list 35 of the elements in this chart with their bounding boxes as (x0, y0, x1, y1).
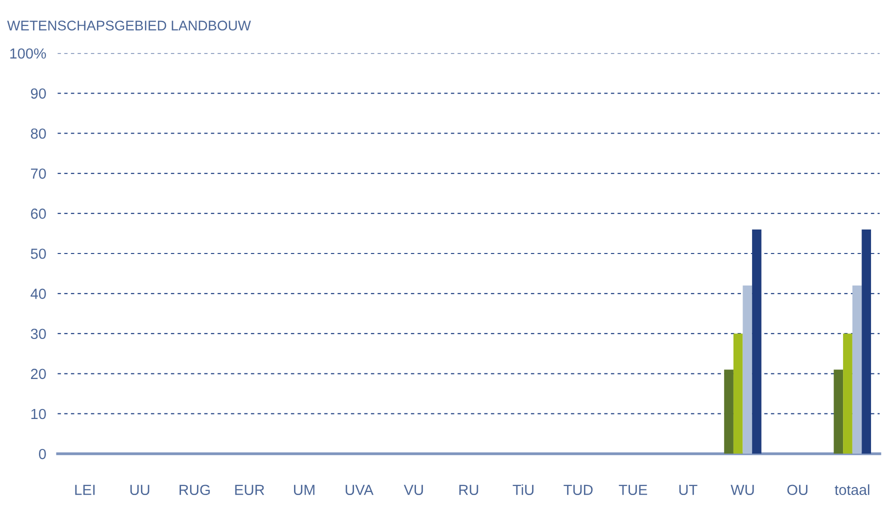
bar (752, 229, 762, 454)
x-tick-label: totaal (834, 484, 870, 496)
y-tick-label: 30 (30, 328, 46, 340)
bar (733, 334, 743, 454)
y-tick-label: 70 (31, 168, 46, 179)
bar (852, 286, 862, 454)
x-tick-label: TUE (618, 484, 648, 496)
x-tick-label: UU (130, 484, 150, 496)
y-tick-label: 20 (30, 368, 46, 380)
bar (834, 370, 844, 454)
y-tick-label: 80 (30, 128, 46, 139)
bar (724, 370, 734, 454)
x-tick-label: RU (459, 484, 478, 496)
y-tick-label: 50 (30, 248, 46, 259)
bar (843, 334, 852, 454)
x-tick-label: EUR (235, 484, 264, 496)
y-tick-label: 60 (31, 208, 46, 219)
x-tick-label: UT (679, 484, 698, 496)
bar (862, 229, 872, 454)
y-tick-label: 0 (38, 448, 46, 460)
y-tick-label: 40 (30, 288, 46, 299)
x-tick-label: UVA (346, 484, 374, 496)
y-tick-label: 90 (30, 88, 46, 99)
bar (742, 286, 752, 454)
x-tick-label: VU (404, 484, 423, 496)
y-tick-label: 100% (10, 48, 46, 59)
x-tick-label: TUD (564, 484, 593, 496)
x-tick-label: WU (730, 484, 754, 496)
x-tick-label: OU (787, 484, 808, 496)
x-tick-label: RUG (180, 484, 210, 496)
y-tick-label: 10 (31, 408, 46, 420)
x-tick-label: LEI (75, 484, 95, 495)
chart-title: WETENSCHAPSGEBIED LANDBOUW (7, 20, 251, 30)
x-tick-label: UM (294, 484, 314, 496)
x-tick-label: TiU (512, 484, 534, 496)
